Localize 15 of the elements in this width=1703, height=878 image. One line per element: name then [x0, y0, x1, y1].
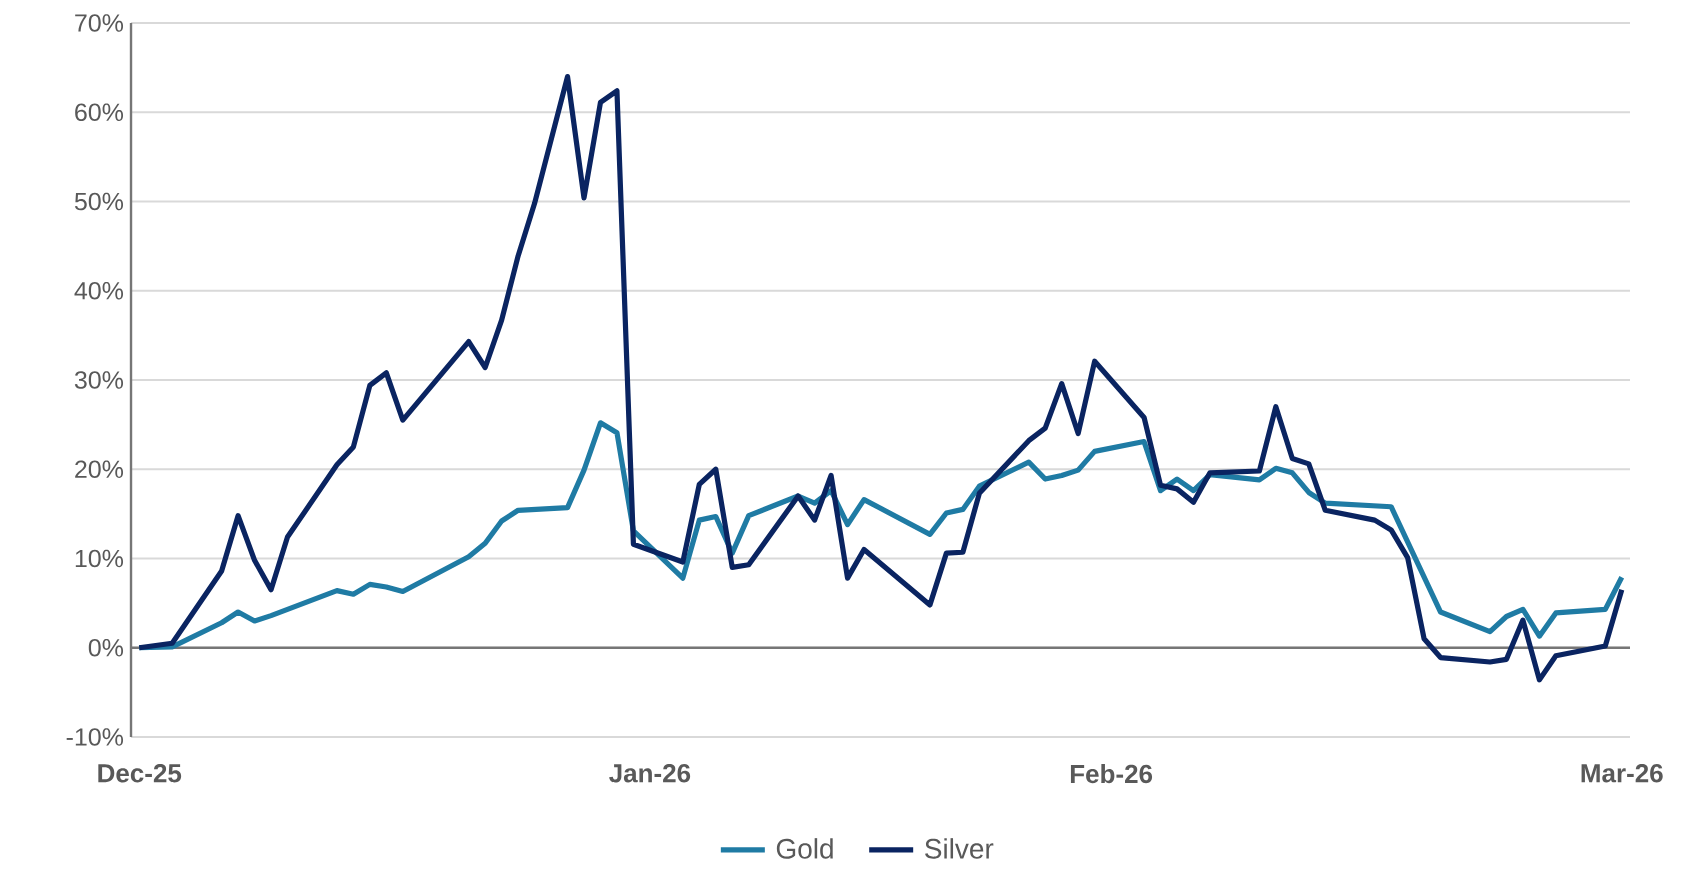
- x-tick-label: Jan-26: [609, 764, 691, 783]
- y-tick-label: 70%: [75, 14, 124, 32]
- y-tick-label: -10%: [66, 728, 124, 746]
- legend-label: Silver: [925, 838, 994, 859]
- x-tick-label: Feb-26: [1070, 764, 1153, 784]
- y-tick-label: 50%: [74, 192, 124, 211]
- y-tick-label: 40%: [74, 281, 124, 300]
- y-tick-label: 0%: [88, 638, 124, 657]
- x-tick-label: Dec-25: [98, 764, 182, 783]
- y-tick-label: 10%: [75, 549, 124, 568]
- y-tick-label: 60%: [75, 103, 124, 122]
- y-tick-label: 30%: [74, 371, 124, 389]
- x-tick-label: Mar-26: [1581, 764, 1663, 783]
- legend-label: Gold: [776, 838, 833, 859]
- y-tick-label: 20%: [75, 460, 124, 479]
